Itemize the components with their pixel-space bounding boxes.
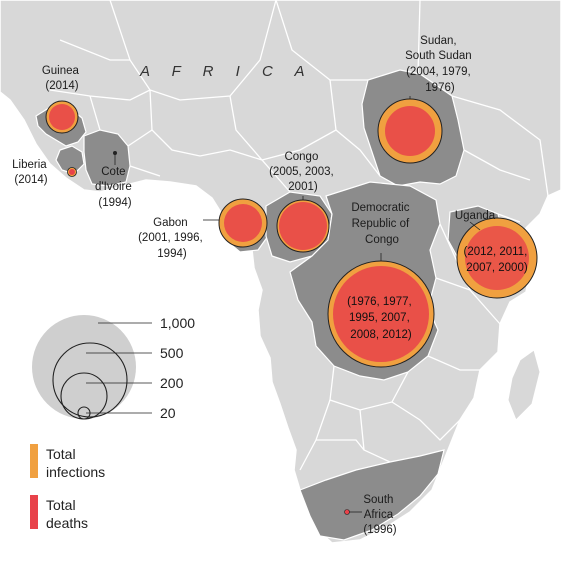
outbreak-labels: Guinea (2014) Liberia (2014) Cote d'Ivoi… [12,35,531,536]
country-cote-divoire [83,129,131,187]
outbreak-markers [45,96,538,515]
color-legend: Total infections Total deaths [30,444,105,531]
guinea-deaths-circle [49,104,75,130]
size-legend-20-label: 20 [160,405,176,421]
drc-years-label: (1976, 1977, 1995, 2007, 2008, 2012) [347,296,415,341]
uganda-label: Uganda [455,210,496,222]
uganda-deaths-circle [465,226,529,290]
sudan-deaths-circle [385,106,435,156]
size-legend-1000-label: 1,000 [160,315,195,331]
drc-label: Democratic Republic of Congo [351,202,412,246]
drc-deaths-circle [333,266,429,362]
guinea-label: Guinea (2014) [42,65,82,92]
size-legend-500-label: 500 [160,345,184,361]
size-legend-200-label: 200 [160,375,184,391]
infections-swatch [30,444,38,478]
size-legend-1000-circle [32,315,136,419]
size-legend: 1,000 500 200 20 [32,315,195,421]
congo-label: Congo (2005, 2003, 2001) [269,151,337,193]
gabon-deaths-circle [224,204,262,242]
size-legend-500-circle [52,342,128,418]
south-africa-dot [344,509,350,515]
south-africa-label: South Africa (1996) [363,494,396,536]
deaths-swatch [30,495,38,529]
sudan-label: Sudan, South Sudan (2004, 1979, 1976) [405,35,475,94]
deaths-legend-label: Total deaths [46,497,88,531]
uganda-years-label: (2012, 2011, 2007, 2000) [464,246,531,274]
region-label: A F R I C A [139,63,313,80]
gabon-label: Gabon (2001, 1996, 1994) [138,217,206,260]
country-borders [49,0,549,471]
island-madagascar [507,349,541,421]
congo-deaths-circle [279,202,327,250]
liberia-deaths-circle [69,169,75,175]
country-south-africa [299,449,445,541]
cote-divoire-label: Cote d'Ivoire (1994) [95,166,135,209]
uganda-leader [469,221,481,231]
infections-legend-label: Total infections [46,446,105,480]
country-liberia [55,145,85,175]
liberia-label: Liberia (2014) [12,159,50,186]
